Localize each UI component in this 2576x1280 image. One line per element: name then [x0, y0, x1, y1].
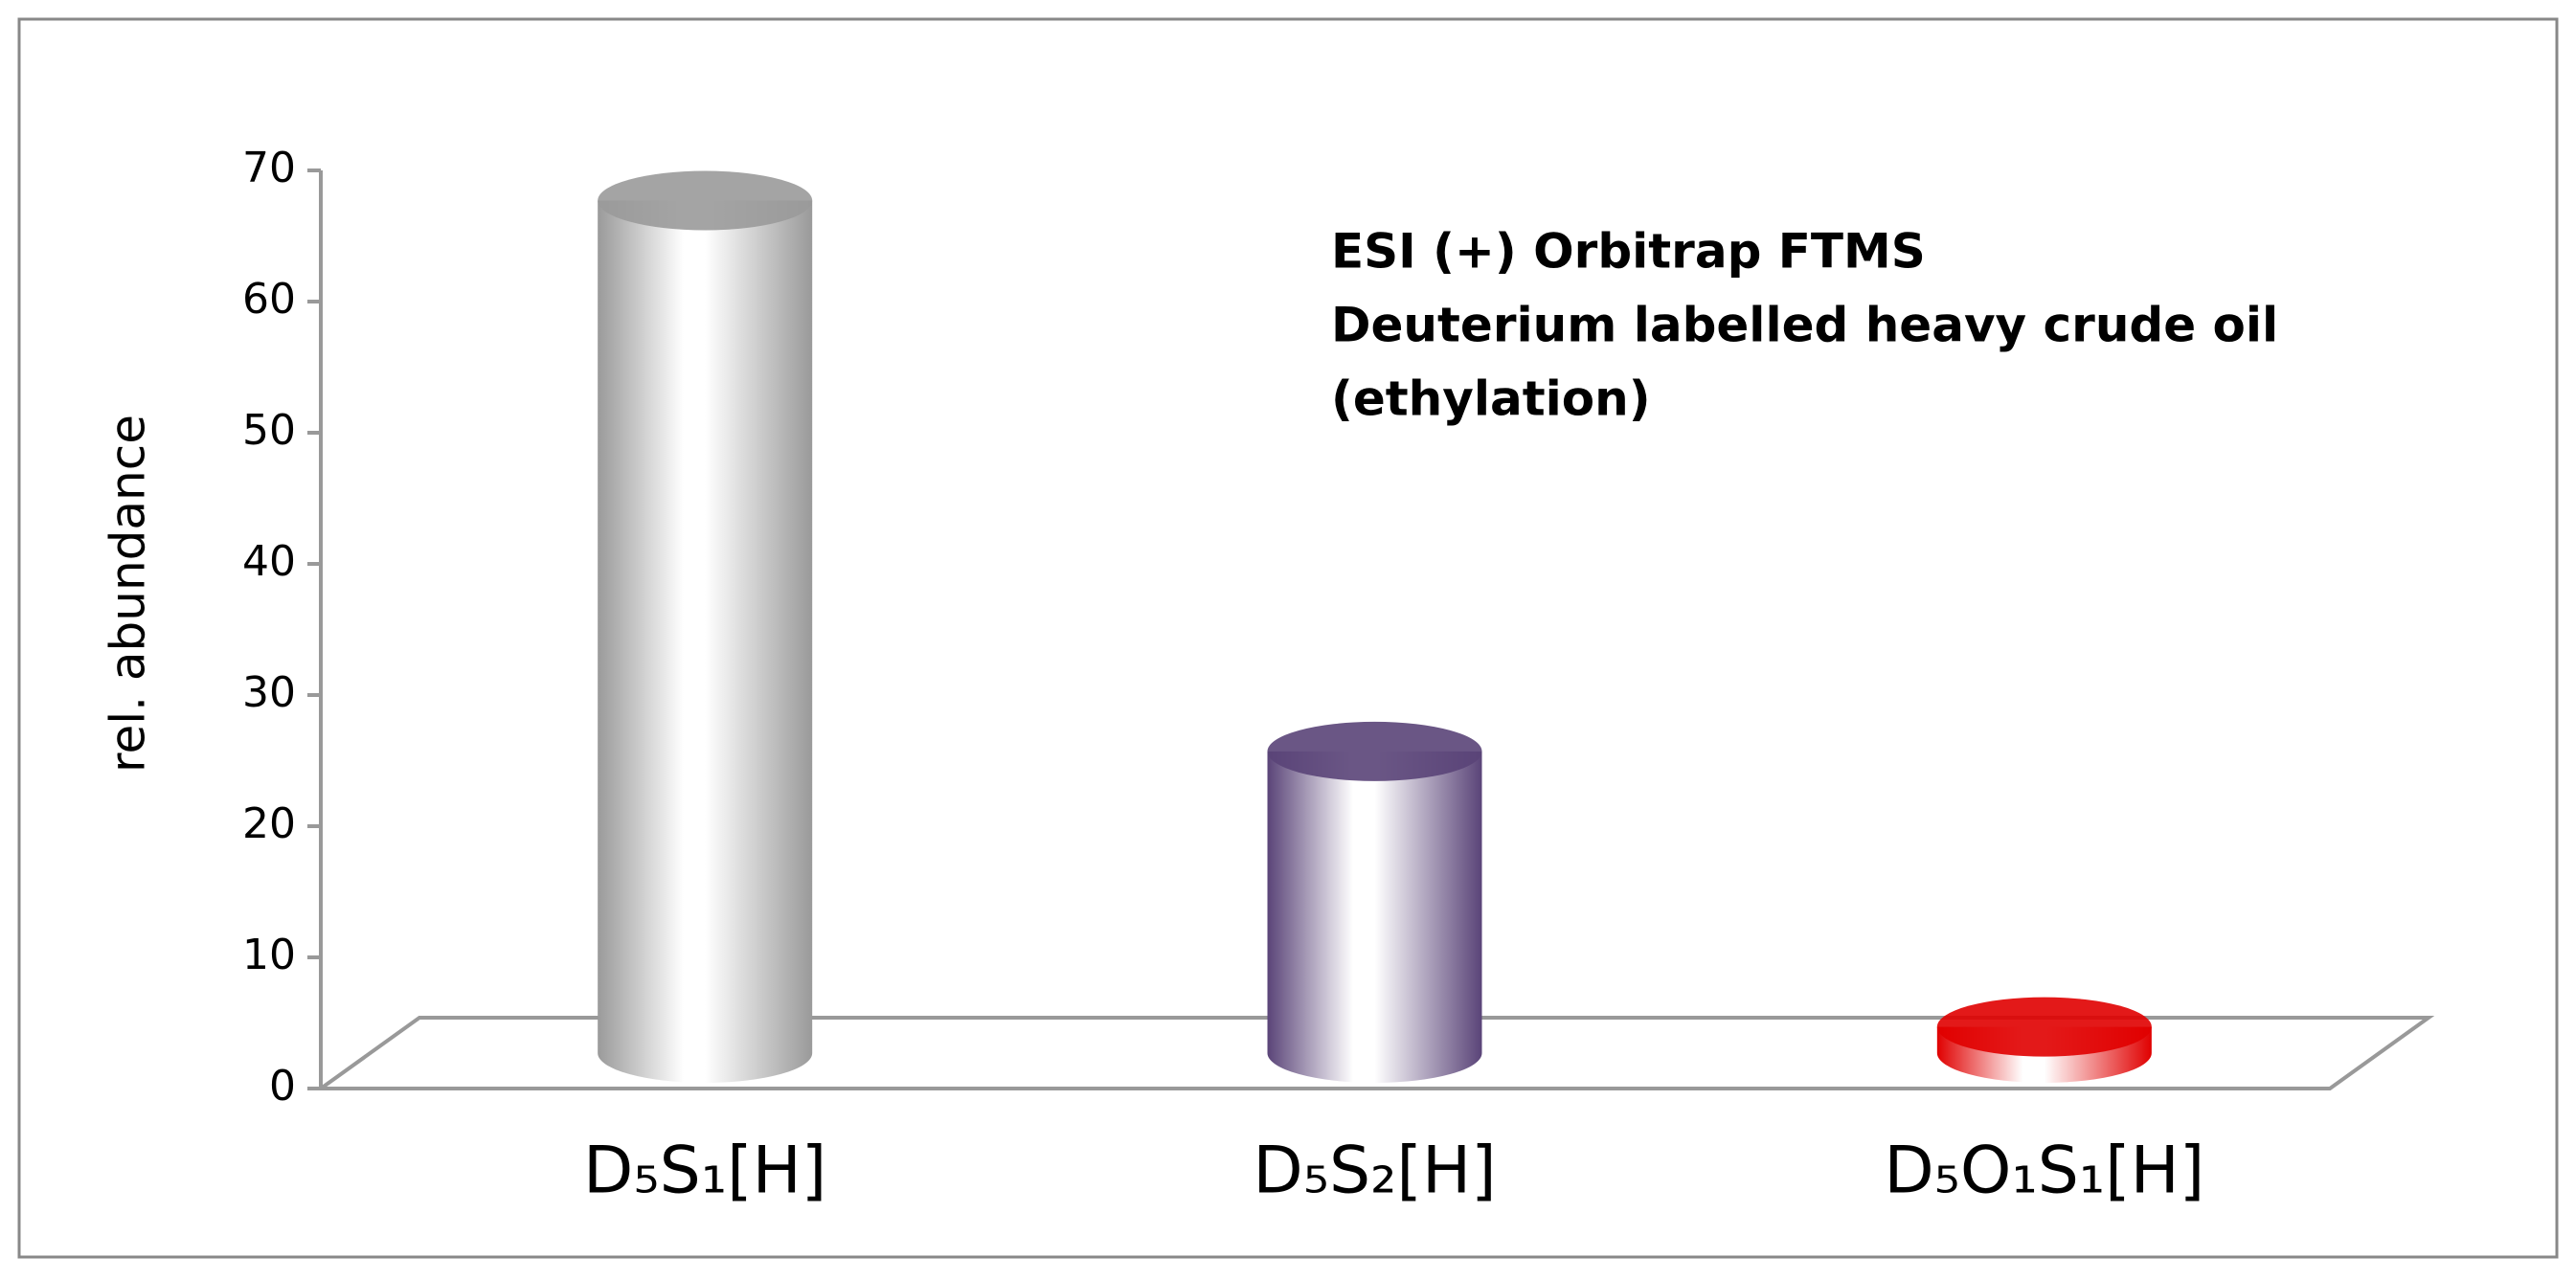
- annotation: Deuterium labelled heavy crude oil: [1331, 298, 2278, 353]
- y-tick-label: 70: [242, 144, 296, 192]
- x-tick-label: D₅S₁[H]: [583, 1134, 826, 1209]
- y-axis-label: rel. abundance: [101, 415, 156, 773]
- y-tick-label: 10: [242, 931, 296, 979]
- chart-frame: [17, 17, 2559, 1259]
- bar-top: [1267, 721, 1482, 781]
- y-tick-label: 30: [242, 668, 296, 717]
- annotation: ESI (+) Orbitrap FTMS: [1331, 224, 1926, 280]
- bar-top: [598, 170, 813, 231]
- bar: [1267, 751, 1482, 1083]
- bar: [598, 200, 813, 1083]
- y-tick-label: 0: [269, 1062, 296, 1111]
- y-tick-label: 40: [242, 537, 296, 586]
- floor: [314, 1016, 2435, 1090]
- y-tick-label: 50: [242, 406, 296, 455]
- x-tick-label: D₅S₂[H]: [1253, 1134, 1496, 1209]
- annotation: (ethylation): [1331, 371, 1651, 427]
- y-tick-label: 60: [242, 275, 296, 324]
- bar-top: [1936, 997, 2152, 1057]
- x-tick-label: D₅O₁S₁[H]: [1884, 1134, 2204, 1209]
- y-tick-label: 20: [242, 799, 296, 848]
